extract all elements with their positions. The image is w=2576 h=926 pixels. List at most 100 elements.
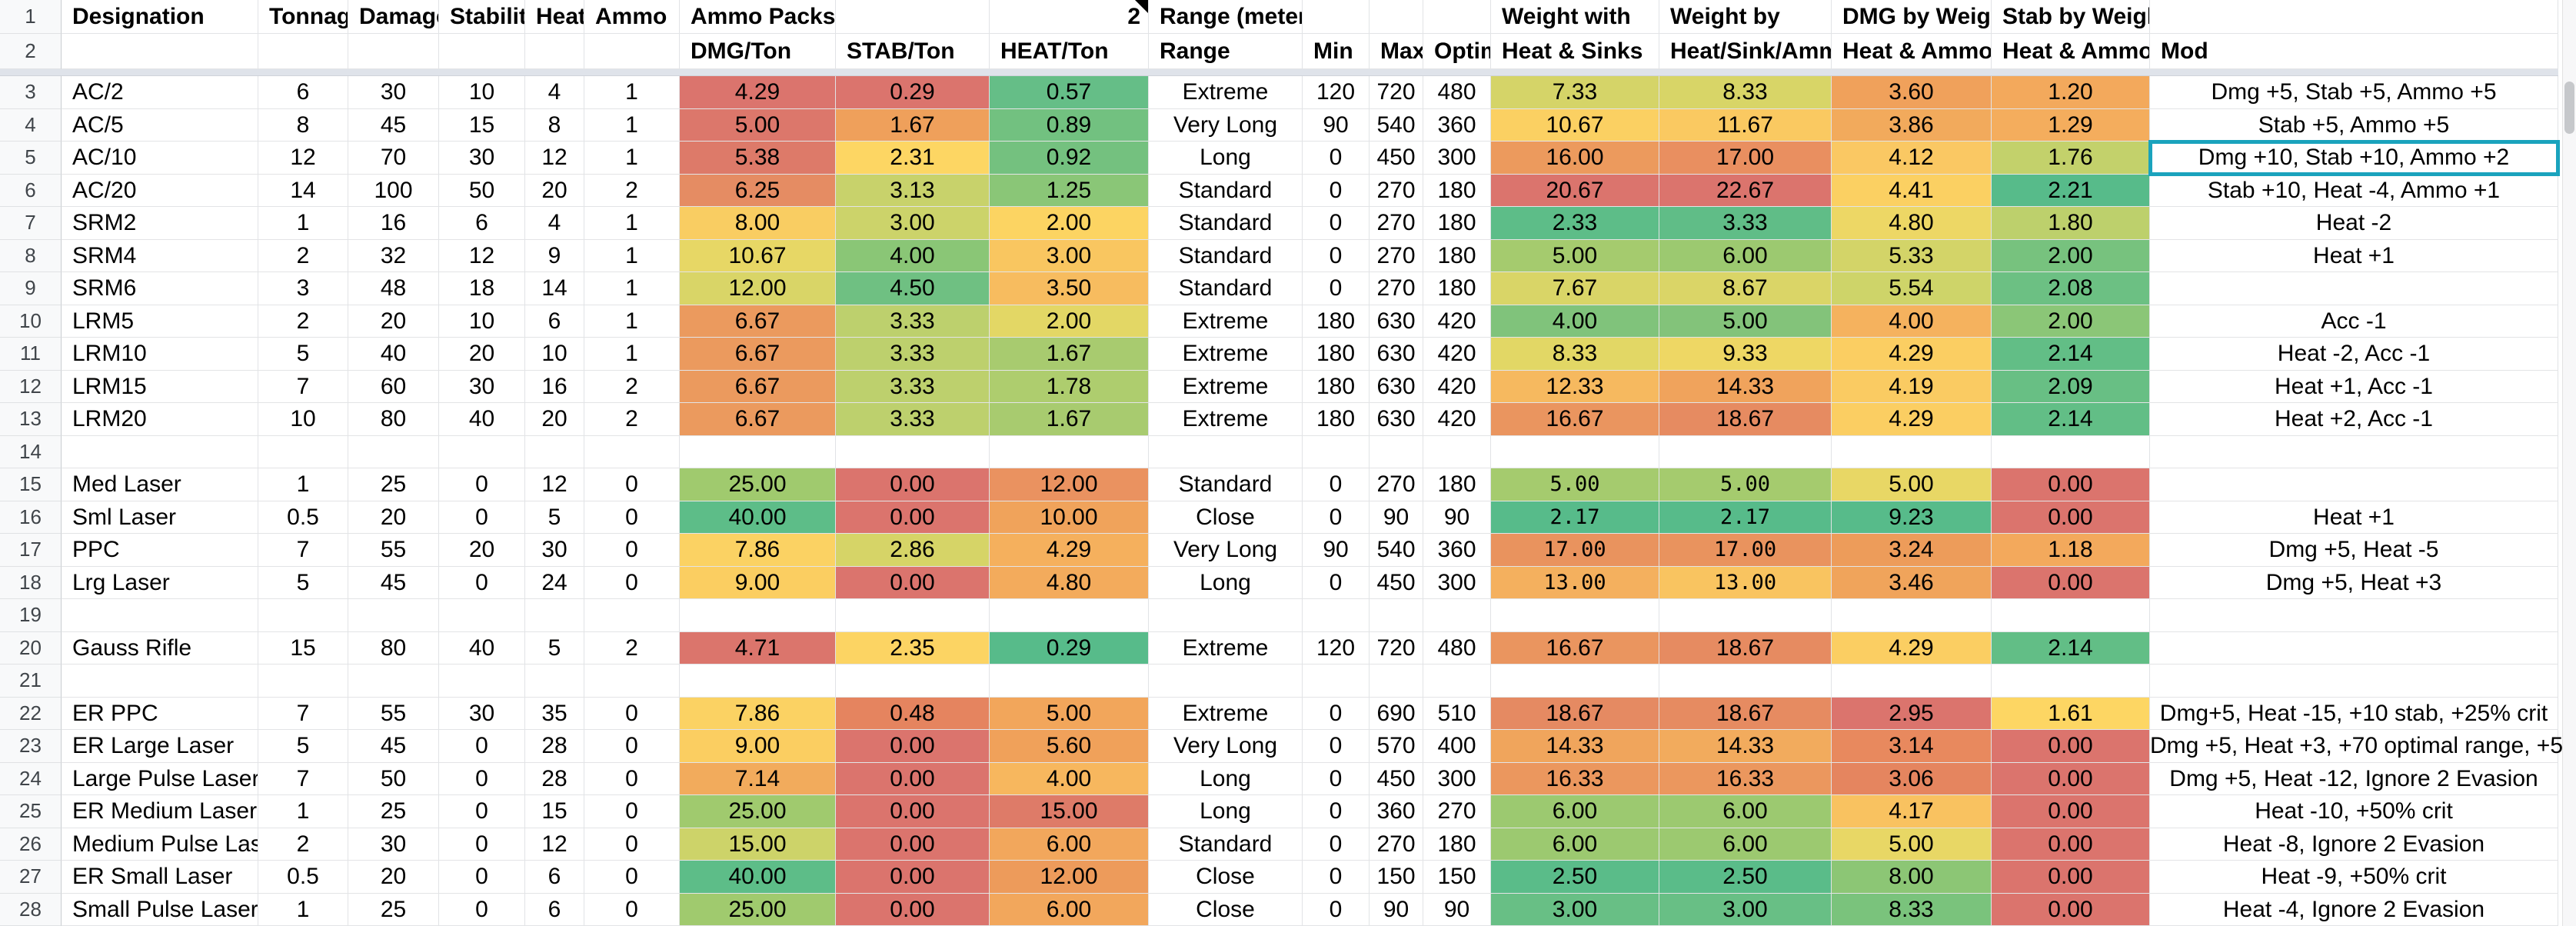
cell-mod[interactable]: Heat +2, Acc -1: [2150, 403, 2558, 436]
cell-stability[interactable]: 10: [439, 76, 525, 109]
cell-min[interactable]: 0: [1303, 697, 1370, 730]
cell-damage[interactable]: 55: [348, 534, 439, 567]
cell-heat[interactable]: [525, 34, 584, 69]
cell-stab_weight[interactable]: [1992, 599, 2150, 632]
cell-tonnage[interactable]: 8: [258, 108, 348, 142]
cell-min[interactable]: Min: [1303, 34, 1370, 69]
cell-stab_weight[interactable]: 0.00: [1992, 861, 2150, 894]
cell-mod[interactable]: Dmg +5, Stab +5, Ammo +5: [2150, 76, 2558, 109]
cell-optimal[interactable]: 180: [1423, 468, 1491, 501]
cell-dmg_weight[interactable]: 3.60: [1832, 76, 1992, 109]
row-header[interactable]: 28: [0, 893, 62, 926]
cell-designation[interactable]: LRM10: [62, 338, 258, 371]
cell-damage[interactable]: 30: [348, 828, 439, 861]
cell-dmg_ton[interactable]: 15.00: [680, 828, 836, 861]
cell-mod[interactable]: [2150, 631, 2558, 665]
cell-damage[interactable]: 60: [348, 370, 439, 403]
cell-range[interactable]: Extreme: [1149, 370, 1303, 403]
cell-w_hsa[interactable]: Weight by: [1659, 0, 1832, 34]
cell-dmg_ton[interactable]: 25.00: [680, 893, 836, 926]
cell-max[interactable]: 270: [1370, 468, 1423, 501]
cell-stability[interactable]: 0: [439, 861, 525, 894]
cell-min[interactable]: 0: [1303, 795, 1370, 828]
cell-designation[interactable]: LRM5: [62, 305, 258, 338]
cell-designation[interactable]: LRM20: [62, 403, 258, 436]
cell-heat[interactable]: 12: [525, 142, 584, 175]
cell-optimal[interactable]: 300: [1423, 142, 1491, 175]
cell-range[interactable]: [1149, 599, 1303, 632]
cell-stability[interactable]: 18: [439, 272, 525, 305]
cell-optimal[interactable]: [1423, 599, 1491, 632]
row-header[interactable]: 11: [0, 338, 62, 371]
cell-max[interactable]: [1370, 599, 1423, 632]
cell-w_hsa[interactable]: [1659, 599, 1832, 632]
cell-optimal[interactable]: 90: [1423, 501, 1491, 534]
cell-stab_weight[interactable]: Heat & Ammo: [1992, 34, 2150, 69]
cell-stability[interactable]: 20: [439, 338, 525, 371]
cell-range[interactable]: [1149, 435, 1303, 468]
cell-heat_ton[interactable]: 12.00: [990, 468, 1149, 501]
cell-tonnage[interactable]: 5: [258, 338, 348, 371]
cell-ammo[interactable]: 1: [584, 142, 680, 175]
cell-stab_ton[interactable]: 0.00: [836, 828, 990, 861]
cell-range[interactable]: Very Long: [1149, 108, 1303, 142]
row-header[interactable]: 14: [0, 435, 62, 468]
cell-stab_weight[interactable]: 0.00: [1992, 566, 2150, 599]
cell-optimal[interactable]: 180: [1423, 207, 1491, 240]
cell-stab_weight[interactable]: 2.00: [1992, 305, 2150, 338]
cell-heat_ton[interactable]: 2.00: [990, 207, 1149, 240]
cell-w_hsa[interactable]: 14.33: [1659, 370, 1832, 403]
cell-stab_ton[interactable]: 3.13: [836, 174, 990, 207]
cell-min[interactable]: 180: [1303, 403, 1370, 436]
row-header[interactable]: 19: [0, 599, 62, 632]
cell-max[interactable]: 630: [1370, 370, 1423, 403]
cell-dmg_ton[interactable]: 40.00: [680, 861, 836, 894]
cell-heat[interactable]: 14: [525, 272, 584, 305]
row-header[interactable]: 16: [0, 501, 62, 534]
cell-damage[interactable]: 55: [348, 697, 439, 730]
cell-optimal[interactable]: 180: [1423, 174, 1491, 207]
cell-dmg_weight[interactable]: 5.33: [1832, 239, 1992, 272]
cell-min[interactable]: 0: [1303, 174, 1370, 207]
cell-w_hsa[interactable]: 9.33: [1659, 338, 1832, 371]
cell-optimal[interactable]: 300: [1423, 762, 1491, 795]
cell-tonnage[interactable]: [258, 34, 348, 69]
cell-heat_ton[interactable]: 0.57: [990, 76, 1149, 109]
cell-mod[interactable]: [2150, 0, 2558, 34]
cell-heat_ton[interactable]: 12.00: [990, 861, 1149, 894]
cell-tonnage[interactable]: 0.5: [258, 861, 348, 894]
cell-heat[interactable]: 4: [525, 76, 584, 109]
cell-heat[interactable]: 35: [525, 697, 584, 730]
cell-stability[interactable]: [439, 599, 525, 632]
cell-dmg_ton[interactable]: Ammo Packs =: [680, 0, 836, 34]
cell-ammo[interactable]: 1: [584, 305, 680, 338]
cell-w_hsa[interactable]: 5.00: [1659, 305, 1832, 338]
cell-ammo[interactable]: 0: [584, 828, 680, 861]
cell-stability[interactable]: 50: [439, 174, 525, 207]
cell-tonnage[interactable]: 7: [258, 370, 348, 403]
cell-max[interactable]: 270: [1370, 272, 1423, 305]
cell-damage[interactable]: 100: [348, 174, 439, 207]
cell-heat_ton[interactable]: 1.25: [990, 174, 1149, 207]
cell-dmg_ton[interactable]: 7.86: [680, 697, 836, 730]
cell-dmg_ton[interactable]: 6.67: [680, 370, 836, 403]
cell-tonnage[interactable]: 0.5: [258, 501, 348, 534]
cell-stability[interactable]: 0: [439, 468, 525, 501]
cell-heat[interactable]: 24: [525, 566, 584, 599]
cell-designation[interactable]: [62, 435, 258, 468]
cell-tonnage[interactable]: 2: [258, 828, 348, 861]
cell-heat_ton[interactable]: HEAT/Ton: [990, 34, 1149, 69]
cell-designation[interactable]: [62, 665, 258, 698]
cell-dmg_ton[interactable]: [680, 435, 836, 468]
cell-w_heat_sinks[interactable]: 10.67: [1491, 108, 1659, 142]
cell-w_heat_sinks[interactable]: 20.67: [1491, 174, 1659, 207]
cell-range[interactable]: Close: [1149, 893, 1303, 926]
cell-stability[interactable]: 20: [439, 534, 525, 567]
cell-w_heat_sinks[interactable]: Weight with: [1491, 0, 1659, 34]
cell-dmg_weight[interactable]: [1832, 435, 1992, 468]
cell-stability[interactable]: 15: [439, 108, 525, 142]
cell-dmg_weight[interactable]: 3.06: [1832, 762, 1992, 795]
cell-w_hsa[interactable]: 2.50: [1659, 861, 1832, 894]
cell-w_heat_sinks[interactable]: 5.00: [1491, 468, 1659, 501]
cell-range[interactable]: Long: [1149, 795, 1303, 828]
